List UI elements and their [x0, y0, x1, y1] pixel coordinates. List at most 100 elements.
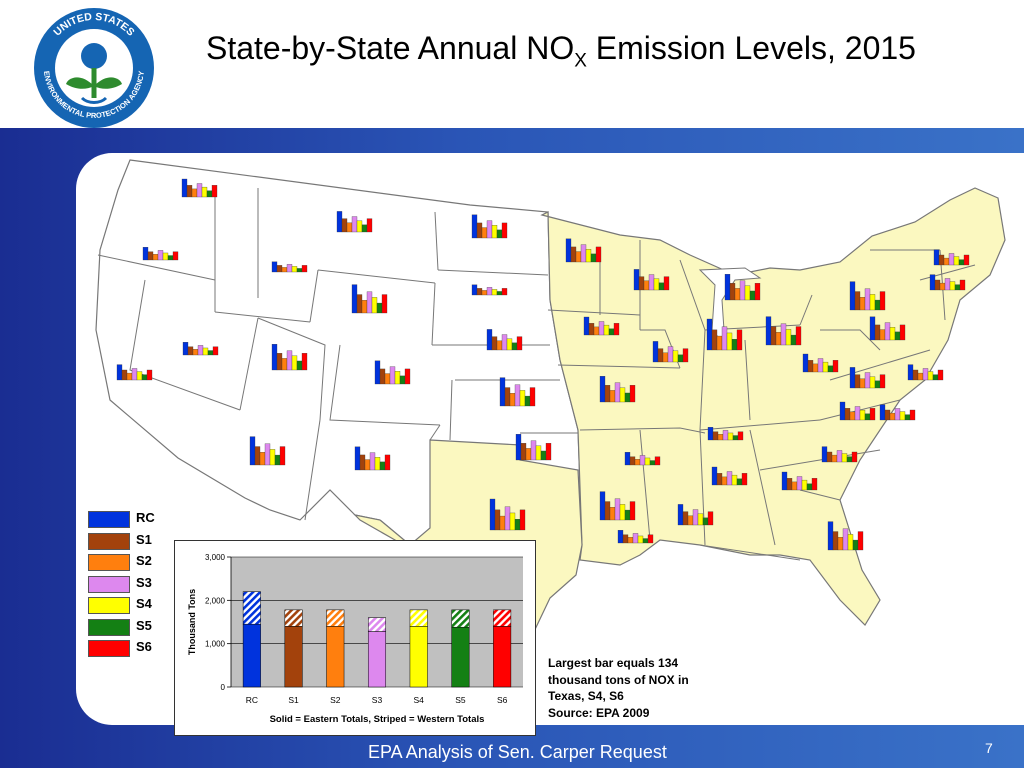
state-bar — [859, 297, 866, 311]
state-bar — [629, 501, 636, 521]
state-bar — [269, 449, 276, 466]
state-bar — [721, 476, 728, 486]
state-bar — [711, 466, 718, 486]
state-bar — [172, 251, 179, 261]
state-bar — [146, 369, 153, 381]
state-bar — [889, 412, 896, 421]
state-bar — [847, 534, 854, 551]
state-bar — [182, 342, 189, 356]
totals-chart-svg: 0 1,000 2,000 3,000 RC S1 S2 S3 S4 S5 S6 Thousand… — [187, 553, 523, 725]
state-bar-glyph — [599, 491, 636, 521]
state-bar — [826, 451, 833, 463]
bar-western-s5 — [451, 609, 470, 628]
state-bar-glyph — [583, 316, 620, 336]
state-bar — [126, 372, 133, 381]
state-bar — [687, 515, 694, 526]
legend-label: S6 — [136, 639, 152, 654]
state-bar — [765, 316, 772, 346]
state-bar — [849, 367, 856, 389]
state-bar — [593, 326, 600, 336]
state-bar — [520, 443, 527, 461]
state-bar — [617, 530, 624, 544]
state-bar-glyph — [271, 261, 308, 273]
state-bar-glyph — [933, 249, 970, 266]
state-bar — [869, 294, 876, 311]
state-bar-glyph — [142, 247, 179, 261]
state-bar — [899, 411, 906, 421]
state-bar — [619, 504, 626, 521]
state-bar — [717, 434, 724, 441]
state-bar — [598, 321, 605, 336]
state-bar — [657, 348, 664, 363]
state-bar — [501, 288, 508, 296]
state-bar — [796, 476, 803, 491]
state-bar — [530, 440, 537, 461]
state-bar — [361, 300, 368, 314]
state-bar — [864, 372, 871, 389]
note-text: Largest bar equals 134 thousand tons of … — [548, 655, 689, 721]
state-bar — [633, 269, 640, 291]
state-bar — [211, 185, 218, 198]
state-bar — [654, 456, 661, 466]
legend-swatch — [88, 618, 130, 636]
state-bar — [276, 353, 283, 371]
state-bar — [770, 326, 777, 346]
state-bar — [944, 278, 951, 291]
state-bar — [958, 259, 965, 266]
state-bar — [509, 512, 516, 531]
state-bar — [854, 406, 861, 421]
state-bar — [842, 528, 849, 551]
bar-eastern-s6 — [493, 626, 512, 688]
state-bar — [722, 430, 729, 441]
state-bar — [627, 537, 634, 544]
state-bar — [545, 443, 552, 461]
bar-western-s1 — [284, 609, 303, 627]
state-bar — [791, 481, 798, 491]
state-bar — [491, 336, 498, 351]
state-bar — [504, 506, 511, 531]
state-bar — [677, 354, 684, 363]
state-bar — [682, 511, 689, 526]
state-bar — [852, 539, 859, 551]
state-bar — [499, 377, 506, 407]
great-lakes — [698, 267, 762, 347]
state-bar — [677, 504, 684, 526]
bar-eastern-s3 — [367, 631, 387, 688]
state-bar — [716, 335, 723, 351]
state-bar — [707, 427, 714, 441]
legend-swatch — [88, 532, 130, 550]
state-bar — [938, 254, 945, 266]
state-bar-glyph — [907, 364, 944, 381]
state-bar — [580, 244, 587, 263]
state-bar — [399, 375, 406, 385]
state-bar — [486, 287, 493, 296]
state-bar — [739, 280, 746, 301]
state-bar — [514, 519, 521, 531]
state-bar — [613, 323, 620, 336]
state-bar — [643, 280, 650, 291]
y-axis-label: Thousand Tons — [187, 589, 197, 655]
state-bar — [844, 408, 851, 421]
state-bar — [499, 515, 506, 531]
state-bar — [599, 491, 606, 521]
state-bar — [726, 471, 733, 486]
state-bar — [481, 290, 488, 296]
x-tick-label: S3 — [372, 695, 383, 705]
state-bar — [286, 264, 293, 273]
state-bar — [514, 384, 521, 407]
state-bar — [949, 281, 956, 291]
state-bar — [366, 218, 373, 233]
state-bar — [264, 443, 271, 466]
state-bar — [707, 511, 714, 526]
state-bar — [801, 479, 808, 491]
state-bar — [802, 353, 809, 373]
state-bar-glyph — [849, 281, 886, 311]
state-bar — [511, 342, 518, 351]
state-bar — [879, 291, 886, 311]
legend-swatch — [88, 597, 130, 614]
state-bar — [276, 265, 283, 273]
state-bar — [841, 453, 848, 463]
state-bar — [727, 432, 734, 441]
state-bar-glyph — [336, 211, 373, 233]
state-bar — [822, 361, 829, 373]
